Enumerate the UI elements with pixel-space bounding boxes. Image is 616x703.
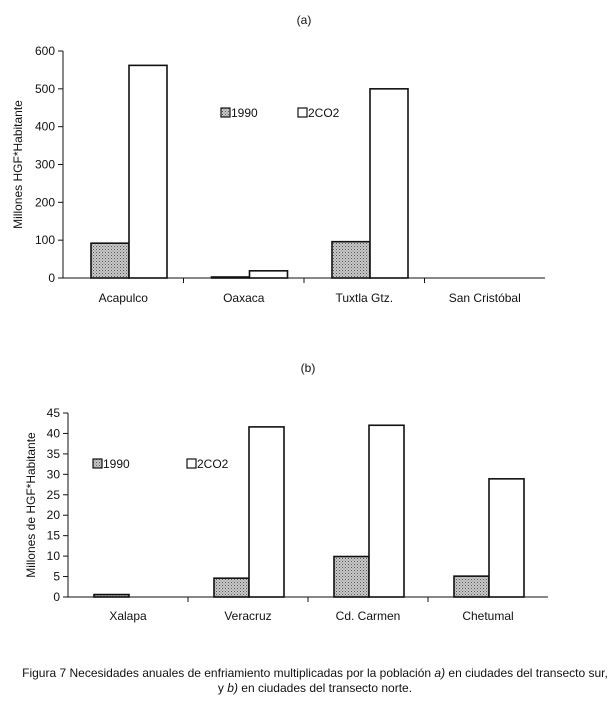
legend-swatch-1990 [220, 107, 231, 118]
chart-title: (a) [297, 13, 312, 27]
y-tick-label: 25 [47, 488, 61, 502]
bar-1990-cd-carmen [333, 555, 370, 598]
bar-1990-veracruz [213, 577, 250, 598]
x-tick-label: Veracruz [224, 609, 271, 623]
y-tick-label: 30 [47, 467, 61, 481]
bar-2co2-tuxtla-gtz- [369, 88, 409, 279]
bar-1990-chetumal [453, 575, 490, 598]
chart-a: (a) Millones HGF*Habitante 0 100 200 300 400 50… [11, 13, 545, 305]
y-tick-label: 300 [35, 158, 55, 172]
y-tick-label: 40 [47, 426, 61, 440]
bar-2co2-oaxaca [248, 270, 289, 279]
caption-mid: en ciudades del transecto sur, y [217, 666, 608, 695]
bar-1990-xalapa [93, 593, 130, 598]
caption-b: b) [227, 681, 238, 695]
x-tick-label: San Cristóbal [449, 291, 521, 305]
y-tick-label: 500 [35, 82, 55, 96]
y-tick-label: 45 [47, 406, 61, 420]
legend-swatch-1990 [92, 458, 103, 469]
y-tick-label: 400 [35, 120, 55, 134]
legend-swatch-2co2 [186, 458, 197, 469]
chart-b: (b) Millones de HGF*Habitante 0 5 10 15 20 25 30… [24, 361, 548, 623]
bar-2co2-acapulco [128, 64, 168, 279]
caption-prefix: Figura 7 Necesidades anuales de enfriami… [22, 666, 435, 680]
figure-caption: Figura 7 Necesidades anuales de enfriami… [20, 666, 610, 696]
y-tick-label: 200 [35, 195, 55, 209]
y-tick-label: 35 [47, 447, 61, 461]
x-tick-label: Xalapa [109, 609, 147, 623]
legend-label-2co2: 2CO2 [308, 106, 340, 120]
bar-2co2-cd-carmen [368, 424, 405, 598]
y-tick-label: 10 [47, 549, 61, 563]
y-axis-label: Millones HGF*Habitante [11, 100, 25, 229]
legend-label-2co2: 2CO2 [197, 457, 229, 471]
x-tick-label: Acapulco [99, 291, 149, 305]
bar-2co2-chetumal [488, 478, 525, 598]
bar-1990-oaxaca [210, 276, 251, 279]
legend-swatch-2co2 [297, 107, 308, 118]
legend-label-1990: 1990 [103, 457, 130, 471]
x-tick-label: Oaxaca [223, 291, 265, 305]
legend-label-1990: 1990 [231, 106, 258, 120]
bar-2co2-veracruz [248, 426, 285, 598]
caption-a: a) [434, 666, 446, 680]
bar-1990-acapulco [90, 242, 130, 279]
y-axis-label: Millones de HGF*Habitante [24, 432, 38, 578]
y-tick-label: 0 [48, 271, 55, 285]
y-tick-label: 20 [47, 508, 61, 522]
x-tick-label: Chetumal [462, 609, 513, 623]
y-tick-label: 5 [53, 570, 60, 584]
bar-1990-tuxtla-gtz- [331, 240, 371, 279]
caption-suffix: en ciudades del transecto norte. [237, 681, 413, 695]
x-tick-label: Tuxtla Gtz. [335, 291, 393, 305]
y-tick-label: 600 [35, 44, 55, 58]
y-tick-label: 100 [35, 233, 55, 247]
y-tick-label: 15 [47, 529, 61, 543]
x-tick-label: Cd. Carmen [336, 609, 401, 623]
y-tick-label: 0 [53, 590, 60, 604]
chart-title: (b) [301, 361, 316, 375]
